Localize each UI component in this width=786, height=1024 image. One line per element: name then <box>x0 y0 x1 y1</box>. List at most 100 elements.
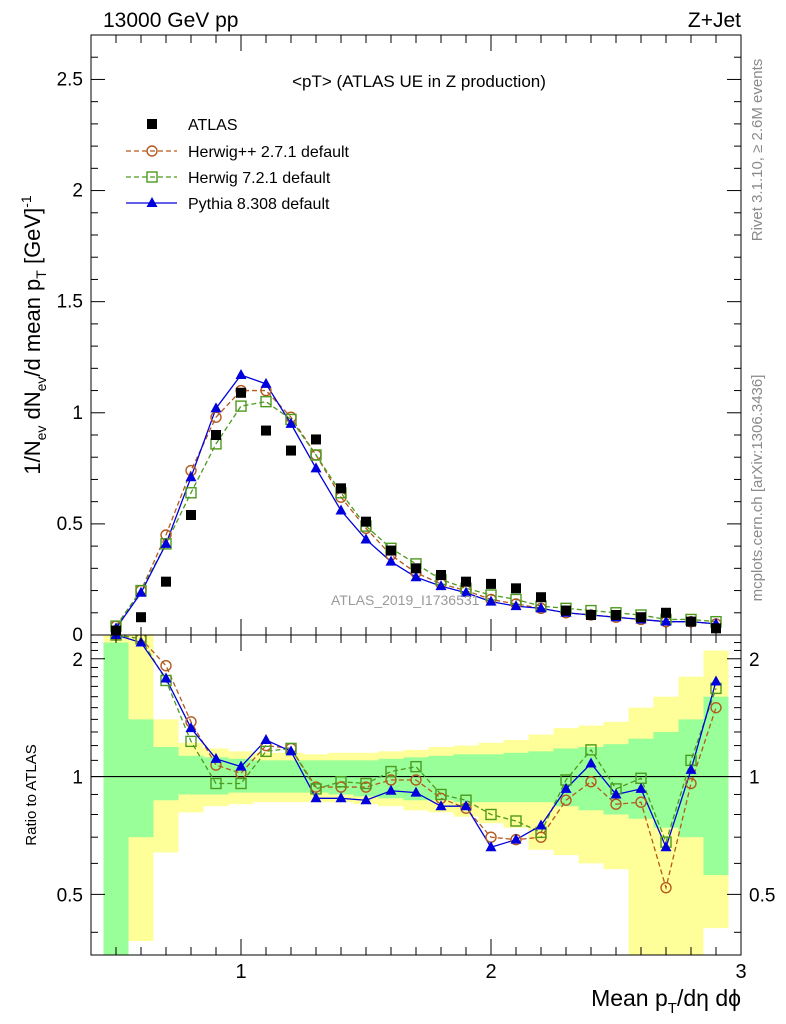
ratio-point-s1-3 <box>185 735 197 748</box>
ratio-point-s2-8 <box>310 792 322 803</box>
main-point-s3-3 <box>185 471 197 482</box>
ratio-point-s1-9 <box>335 776 347 788</box>
main-point-s3-22 <box>660 615 672 626</box>
main-point-s0-2 <box>161 576 171 587</box>
ratio-line-0 <box>115 635 717 891</box>
chart-title: <pT> (ATLAS UE in Z production) <box>292 72 546 91</box>
main-point-s3-13 <box>435 580 447 591</box>
main-point-s3-8 <box>310 462 322 473</box>
main-point-s3-7 <box>285 417 297 428</box>
main-point-s0-5 <box>236 387 246 398</box>
ratio-point-s2-12 <box>410 786 422 797</box>
main-point-s3-6 <box>260 377 272 388</box>
main-point-s0-22 <box>661 607 671 618</box>
legend-label-2: Herwig 7.2.1 default <box>188 170 331 187</box>
ratio-point-s2-19 <box>585 757 597 768</box>
ratio-point-s0-20 <box>610 798 622 810</box>
inner-band-bin-3 <box>178 755 204 795</box>
main-point-s2-5 <box>235 400 247 412</box>
ratio-point-s0-18 <box>560 794 572 806</box>
ratio-point-s1-4 <box>210 777 222 790</box>
main-panel: 0 0.5 1 1.5 2 2.5 <pT> (ATLAS UE in Z product… <box>57 34 742 646</box>
svg-text:Mean pT/dη dϕ: Mean pT/dη dϕ <box>591 985 741 1017</box>
main-point-s3-17 <box>535 602 547 613</box>
inner-band-bin-22 <box>653 731 679 828</box>
y-tick-label-main: 2 <box>72 181 83 202</box>
inner-band-bin-20 <box>603 744 629 815</box>
ratio-point-s2-23 <box>685 763 697 774</box>
ratio-point-s2-20 <box>610 788 622 799</box>
main-point-s0-4 <box>211 430 221 440</box>
ratio-point-s1-6 <box>260 745 272 758</box>
ratio-point-s2-15 <box>485 841 497 852</box>
ratio-point-s2-18 <box>560 782 572 793</box>
ratio-point-s2-3 <box>185 722 197 733</box>
header-right-label: Z+Jet <box>688 9 741 32</box>
ratio-point-s2-17 <box>535 819 547 830</box>
y-tick-label-ratio-right: 0.5 <box>749 885 775 906</box>
main-point-s0-11 <box>386 545 396 556</box>
y-tick-label-ratio-right: 1 <box>749 768 760 789</box>
legend-label-3: Pythia 8.308 default <box>188 196 330 213</box>
header-left-label: 13000 GeV pp <box>103 9 238 32</box>
main-point-s3-15 <box>485 595 497 606</box>
ratio-point-s0-23 <box>685 777 697 790</box>
ratio-point-s2-9 <box>335 792 347 803</box>
series-line-1 <box>115 389 717 627</box>
main-point-s3-11 <box>385 555 397 566</box>
main-point-s0-10 <box>361 516 371 527</box>
ratio-point-s2-24 <box>710 675 722 686</box>
svg-text:1/Nev dNev/d mean pT [GeV]-1: 1/Nev dNev/d mean pT [GeV]-1 <box>18 195 49 475</box>
ratio-point-s2-5 <box>235 760 247 771</box>
legend: ATLAS Herwig++ 2.7.1 default Herwig 7.2.1 … <box>126 117 350 213</box>
main-point-s2-6 <box>260 395 272 408</box>
main-point-s3-16 <box>510 600 522 611</box>
inner-band-bin-0 <box>103 642 129 955</box>
y-tick-label-ratio: 2 <box>72 650 83 671</box>
ratio-point-s2-6 <box>260 734 272 745</box>
ratio-point-s0-21 <box>635 796 647 808</box>
legend-marker-3 <box>146 197 158 207</box>
inner-band-bin-16 <box>503 752 529 803</box>
main-point-s3-10 <box>360 533 372 544</box>
main-point-s3-4 <box>210 402 222 413</box>
inner-band-bin-1 <box>128 719 154 838</box>
ratio-point-s1-15 <box>485 808 497 821</box>
legend-label-0: ATLAS <box>188 117 238 134</box>
y-tick-label-main: 1.5 <box>57 292 83 313</box>
ratio-point-s0-19 <box>585 776 597 788</box>
x-tick-label: 1 <box>235 961 246 983</box>
main-point-s0-9 <box>336 483 346 494</box>
main-point-s3-2 <box>160 537 172 548</box>
inner-band-bin-14 <box>453 754 479 803</box>
main-point-s3-14 <box>460 586 472 597</box>
ratio-point-s1-11 <box>385 765 397 778</box>
ratio-point-s2-7 <box>285 745 297 756</box>
legend-marker-2 <box>146 171 158 183</box>
series-line-3 <box>115 374 717 629</box>
main-point-s0-8 <box>311 434 321 445</box>
main-point-s0-6 <box>261 425 271 436</box>
x-tick-label: 3 <box>735 961 746 983</box>
main-point-s0-12 <box>411 563 421 574</box>
ratio-point-s0-22 <box>660 882 672 894</box>
ratio-point-s2-4 <box>210 752 222 763</box>
ratio-point-s2-22 <box>660 841 672 852</box>
ratio-panel: 0.5 0.5 1 1 2 2 1 2 3 <box>57 634 775 983</box>
ratio-point-s0-2 <box>160 659 172 672</box>
ratio-point-s2-13 <box>435 800 447 811</box>
legend-marker-0 <box>147 119 157 129</box>
ratio-point-s1-19 <box>585 744 597 756</box>
legend-label-1: Herwig++ 2.7.1 default <box>188 144 350 161</box>
side-label-mcplots: mcplots.cern.ch [arXiv:1306.3436] <box>749 375 766 602</box>
ratio-point-s0-12 <box>410 774 422 786</box>
main-point-s3-1 <box>135 586 147 597</box>
x-tick-label: 2 <box>485 961 496 983</box>
ratio-point-s1-13 <box>435 788 447 801</box>
inner-band-bin-15 <box>478 754 504 803</box>
y-tick-label-ratio: 1 <box>72 768 83 789</box>
ratio-point-s1-12 <box>410 760 422 773</box>
y-tick-label-main: 1 <box>72 403 83 424</box>
ratio-point-s1-16 <box>510 815 522 827</box>
